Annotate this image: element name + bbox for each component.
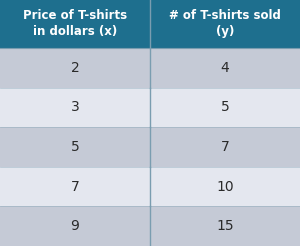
Bar	[150, 88, 300, 127]
Bar	[0, 88, 150, 127]
Bar	[0, 167, 150, 206]
Bar	[150, 167, 300, 206]
Text: 4: 4	[220, 61, 230, 75]
Text: 2: 2	[70, 61, 80, 75]
Bar	[0, 206, 150, 246]
Bar	[150, 127, 300, 167]
Bar	[150, 48, 300, 88]
Bar	[0, 48, 150, 88]
Text: 5: 5	[70, 140, 80, 154]
Text: # of T-shirts sold
(y): # of T-shirts sold (y)	[169, 10, 281, 38]
Text: 15: 15	[216, 219, 234, 233]
Bar	[150, 206, 300, 246]
Text: 3: 3	[70, 100, 80, 114]
Text: 7: 7	[220, 140, 230, 154]
Text: 5: 5	[220, 100, 230, 114]
Text: 7: 7	[70, 180, 80, 194]
Bar	[150, 0, 300, 48]
Bar	[0, 127, 150, 167]
Text: Price of T-shirts
in dollars (x): Price of T-shirts in dollars (x)	[23, 10, 127, 38]
Text: 9: 9	[70, 219, 80, 233]
Bar	[0, 0, 150, 48]
Text: 10: 10	[216, 180, 234, 194]
